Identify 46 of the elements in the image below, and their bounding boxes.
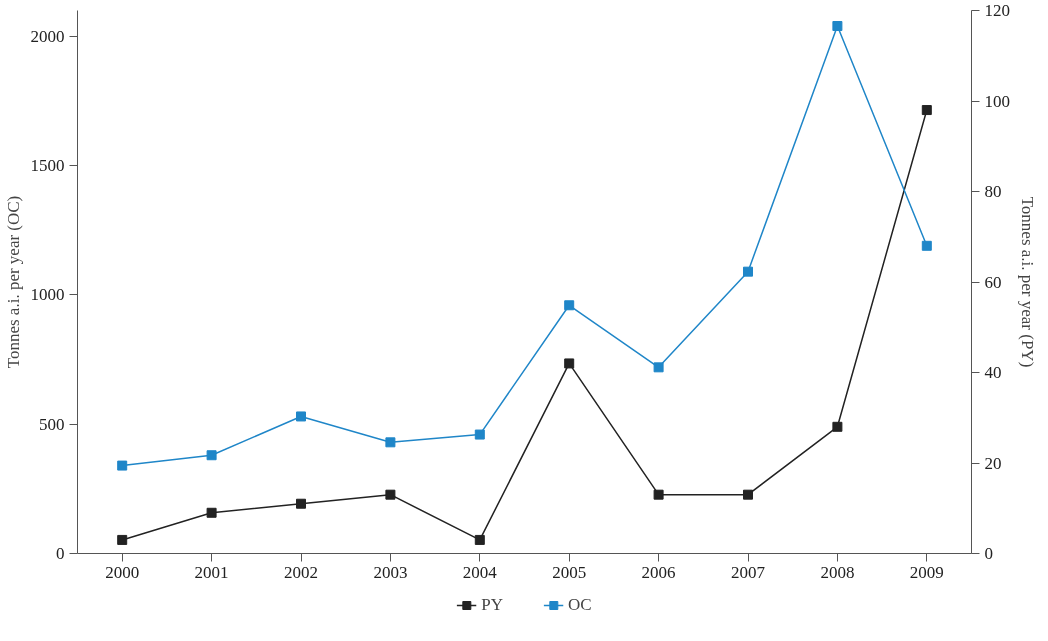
y2-tick-label: 80: [984, 182, 1002, 201]
point: [385, 489, 396, 500]
legend-label: OC: [568, 595, 592, 615]
y-tick-label: 500: [39, 414, 65, 434]
point: [564, 300, 575, 311]
point: [474, 534, 485, 545]
y-axis-title: Tonnes a.i. per year (OC): [3, 195, 23, 369]
point: [743, 266, 753, 277]
point: [296, 498, 306, 509]
x-tick-label: 2003: [373, 562, 408, 582]
x-tick-label: 2000: [105, 562, 140, 582]
y2-tick-label: 40: [984, 363, 1002, 382]
x-tick-label: 2001: [194, 562, 229, 582]
point: [832, 421, 843, 432]
legend-label: PY: [481, 595, 504, 615]
y2-tick-label: 20: [984, 453, 1002, 473]
point: [921, 240, 932, 251]
point: [296, 411, 306, 422]
y-tick-label: 1000: [30, 285, 65, 305]
point: [832, 21, 843, 32]
y-tick-label: 0: [56, 544, 65, 563]
y-tick-label: 1500: [30, 156, 65, 176]
point: [474, 429, 485, 440]
y2-tick-label: 100: [984, 91, 1010, 111]
point: [653, 489, 664, 500]
point: [743, 489, 753, 500]
x-tick-label: 2002: [284, 562, 318, 582]
point: [385, 437, 396, 448]
x-tick-label: 2004: [462, 562, 498, 582]
y-tick-label: 2000: [30, 26, 65, 46]
y2-tick-label: 60: [984, 272, 1002, 292]
point: [564, 358, 575, 369]
point: [206, 507, 217, 518]
x-tick-label: 2007: [731, 562, 766, 582]
point: [117, 460, 128, 471]
x-tick-label: 2006: [641, 562, 676, 582]
y2-tick-label: 0: [984, 544, 993, 563]
point: [117, 534, 128, 545]
point: [921, 105, 932, 116]
x-tick-label: 2009: [909, 562, 944, 582]
y2-axis-title: Tonnes a.i. per year (PY): [1018, 196, 1037, 368]
x-tick-label: 2008: [820, 562, 855, 582]
point: [206, 450, 217, 461]
point: [653, 362, 664, 373]
x-tick-label: 2005: [552, 562, 587, 582]
y2-tick-label: 120: [984, 1, 1010, 20]
